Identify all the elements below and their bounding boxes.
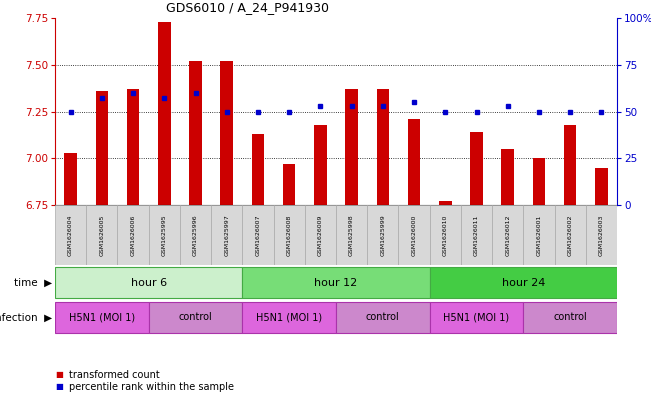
Bar <box>376 89 389 205</box>
Text: GSM1626006: GSM1626006 <box>131 214 135 256</box>
Bar <box>64 152 77 205</box>
Text: GSM1626005: GSM1626005 <box>100 214 104 256</box>
Bar <box>180 205 211 265</box>
Bar <box>523 302 617 333</box>
Bar <box>55 205 86 265</box>
Text: infection  ▶: infection ▶ <box>0 312 51 323</box>
Bar <box>564 125 576 205</box>
Text: GSM1625999: GSM1625999 <box>380 214 385 256</box>
Text: hour 12: hour 12 <box>314 277 357 288</box>
Text: transformed count: transformed count <box>69 370 160 380</box>
Bar <box>470 132 483 205</box>
Bar <box>242 302 336 333</box>
Bar <box>211 205 242 265</box>
Bar <box>430 205 461 265</box>
Bar <box>586 205 617 265</box>
Text: GSM1626009: GSM1626009 <box>318 214 323 256</box>
Text: percentile rank within the sample: percentile rank within the sample <box>69 382 234 392</box>
Text: GSM1626001: GSM1626001 <box>536 214 542 256</box>
Bar <box>158 22 171 205</box>
Bar <box>252 134 264 205</box>
Bar <box>595 167 607 205</box>
Bar <box>346 89 358 205</box>
Text: ■: ■ <box>55 371 63 380</box>
Text: GSM1626008: GSM1626008 <box>286 214 292 256</box>
Bar <box>367 205 398 265</box>
Text: GSM1626010: GSM1626010 <box>443 214 448 256</box>
Bar <box>439 201 452 205</box>
Bar <box>242 205 273 265</box>
Bar <box>336 205 367 265</box>
Text: GSM1626003: GSM1626003 <box>599 214 604 256</box>
Text: GDS6010 / A_24_P941930: GDS6010 / A_24_P941930 <box>166 1 329 14</box>
Bar <box>148 205 180 265</box>
Bar <box>117 205 148 265</box>
Bar <box>461 205 492 265</box>
Text: GSM1625995: GSM1625995 <box>162 214 167 256</box>
Bar <box>96 91 108 205</box>
Bar <box>148 302 242 333</box>
Text: GSM1626000: GSM1626000 <box>411 214 417 256</box>
Bar <box>430 302 523 333</box>
Bar <box>242 267 430 298</box>
Bar <box>336 302 430 333</box>
Bar <box>501 149 514 205</box>
Bar <box>408 119 421 205</box>
Text: GSM1625998: GSM1625998 <box>349 214 354 256</box>
Bar <box>492 205 523 265</box>
Bar <box>221 61 233 205</box>
Bar <box>283 164 296 205</box>
Text: GSM1625996: GSM1625996 <box>193 214 198 256</box>
Bar <box>555 205 586 265</box>
Bar <box>314 125 327 205</box>
Bar <box>189 61 202 205</box>
Text: control: control <box>366 312 400 323</box>
Bar <box>55 267 242 298</box>
Text: H5N1 (MOI 1): H5N1 (MOI 1) <box>256 312 322 323</box>
Text: GSM1626011: GSM1626011 <box>474 214 479 256</box>
Bar <box>523 205 555 265</box>
Text: GSM1625997: GSM1625997 <box>224 214 229 256</box>
Text: control: control <box>178 312 212 323</box>
Text: GSM1626002: GSM1626002 <box>568 214 573 256</box>
Text: GSM1626007: GSM1626007 <box>255 214 260 256</box>
Bar <box>55 302 148 333</box>
Text: H5N1 (MOI 1): H5N1 (MOI 1) <box>443 312 510 323</box>
Bar <box>398 205 430 265</box>
Text: hour 6: hour 6 <box>131 277 167 288</box>
Bar <box>273 205 305 265</box>
Bar <box>430 267 617 298</box>
Text: ■: ■ <box>55 382 63 391</box>
Text: GSM1626004: GSM1626004 <box>68 214 73 256</box>
Text: time  ▶: time ▶ <box>14 277 51 288</box>
Text: GSM1626012: GSM1626012 <box>505 214 510 256</box>
Bar <box>127 89 139 205</box>
Bar <box>305 205 336 265</box>
Text: control: control <box>553 312 587 323</box>
Text: H5N1 (MOI 1): H5N1 (MOI 1) <box>69 312 135 323</box>
Text: hour 24: hour 24 <box>502 277 545 288</box>
Bar <box>533 158 545 205</box>
Bar <box>86 205 117 265</box>
